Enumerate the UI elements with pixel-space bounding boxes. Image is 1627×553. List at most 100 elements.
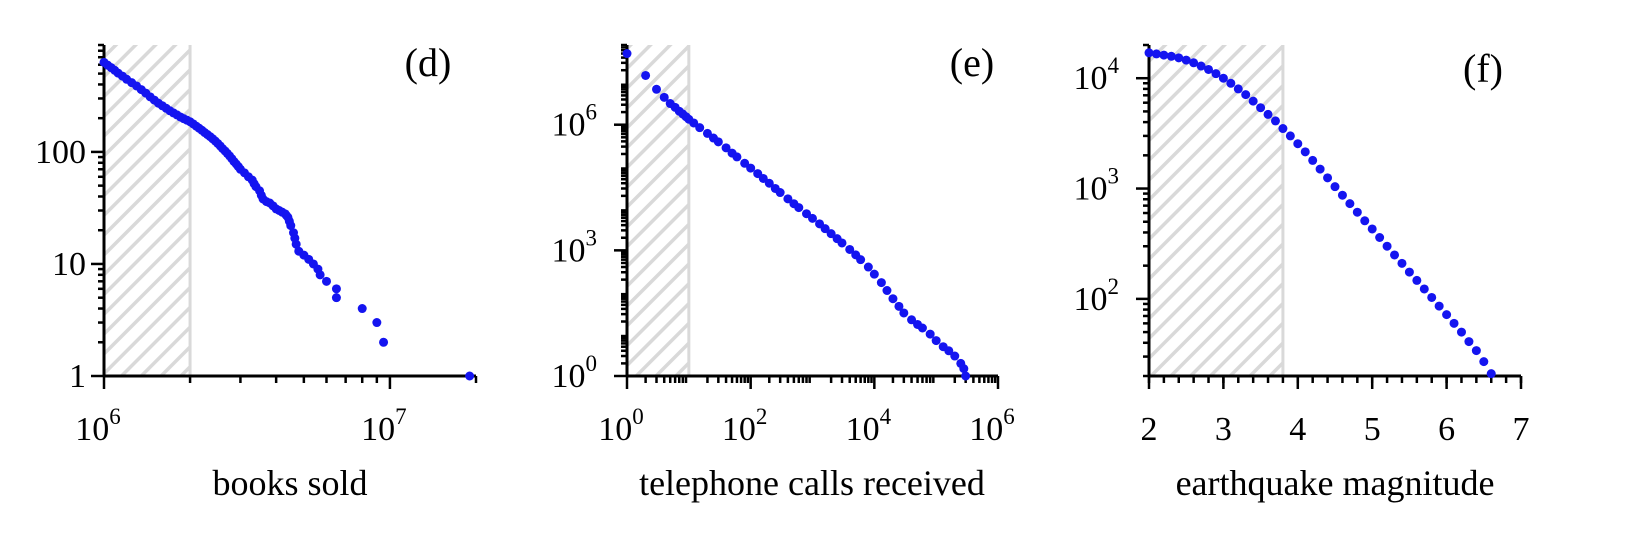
data-point xyxy=(1256,103,1266,113)
tick-base: 10 xyxy=(552,232,586,269)
data-point xyxy=(1144,48,1154,58)
tick-exponent: 4 xyxy=(1108,53,1120,78)
y-tick-label: 10 xyxy=(52,246,86,283)
data-point xyxy=(1248,96,1258,106)
data-point xyxy=(331,284,341,294)
data-point xyxy=(888,294,898,304)
data-point xyxy=(315,270,325,280)
tick-base: 10 xyxy=(846,411,880,448)
data-point xyxy=(1442,310,1452,320)
tick-exponent: 2 xyxy=(1108,274,1120,299)
data-point xyxy=(950,351,960,361)
y-tick-label: 102 xyxy=(1074,274,1120,318)
panel-label: (f) xyxy=(1463,46,1503,91)
data-point xyxy=(1464,337,1474,347)
x-tick-label: 3 xyxy=(1215,411,1232,448)
x-axis-title: books sold xyxy=(212,463,367,503)
data-point xyxy=(775,188,785,198)
data-point xyxy=(331,293,341,303)
data-point xyxy=(882,286,892,296)
data-point xyxy=(695,123,705,133)
data-point xyxy=(1278,124,1288,134)
data-point xyxy=(1419,284,1429,294)
tick-base: 10 xyxy=(722,411,756,448)
tick-exponent: 6 xyxy=(586,100,598,125)
tick-base: 10 xyxy=(1074,171,1108,208)
tick-base: 10 xyxy=(552,107,586,144)
x-tick-label: 106 xyxy=(75,404,121,448)
data-point xyxy=(1337,190,1347,200)
data-point xyxy=(652,84,662,94)
tick-exponent: 6 xyxy=(1003,404,1015,429)
x-tick-label: 4 xyxy=(1289,411,1306,448)
tick-exponent: 0 xyxy=(586,351,598,376)
tick-exponent: 0 xyxy=(632,404,644,429)
data-point xyxy=(1270,116,1280,126)
tick-exponent: 4 xyxy=(880,404,892,429)
tick-exponent: 7 xyxy=(395,404,407,429)
data-point xyxy=(1300,147,1310,157)
data-point xyxy=(869,269,879,279)
x-tick-label: 104 xyxy=(846,404,892,448)
tick-base: 10 xyxy=(361,411,395,448)
data-point xyxy=(291,239,301,249)
data-point xyxy=(1159,50,1169,60)
data-point xyxy=(1189,58,1199,68)
x-tick-label: 100 xyxy=(598,404,644,448)
shaded-region xyxy=(1149,45,1283,376)
data-point xyxy=(1382,241,1392,251)
data-point xyxy=(899,308,909,318)
x-tick-label: 106 xyxy=(969,404,1015,448)
data-point xyxy=(925,329,935,339)
data-point xyxy=(1486,369,1496,379)
data-point xyxy=(944,346,954,356)
data-point xyxy=(758,173,768,183)
data-point xyxy=(1471,346,1481,356)
data-point xyxy=(1367,224,1377,234)
x-tick-label: 6 xyxy=(1438,411,1455,448)
y-tick-label: 1 xyxy=(69,358,86,395)
data-point xyxy=(1166,51,1176,61)
data-point xyxy=(1204,64,1214,74)
tick-exponent: 3 xyxy=(586,225,598,250)
data-point xyxy=(1404,267,1414,277)
x-axis-title: telephone calls received xyxy=(639,463,985,503)
data-point xyxy=(845,244,855,254)
data-point xyxy=(357,304,367,314)
data-point xyxy=(641,70,651,80)
data-point xyxy=(783,194,793,204)
data-point xyxy=(959,364,969,374)
data-point xyxy=(465,371,475,381)
data-point xyxy=(1323,173,1333,183)
data-point xyxy=(1479,357,1489,367)
data-point xyxy=(1218,73,1228,83)
data-point xyxy=(856,255,866,265)
data-point xyxy=(1181,55,1191,65)
panel-label: (d) xyxy=(405,40,452,85)
data-point xyxy=(659,92,669,102)
data-point xyxy=(1226,78,1236,88)
data-point xyxy=(894,301,904,311)
tick-exponent: 6 xyxy=(109,404,121,429)
data-point xyxy=(1412,275,1422,285)
data-point xyxy=(286,221,296,231)
data-point xyxy=(1456,327,1466,337)
tick-base: 10 xyxy=(1074,60,1108,97)
data-point xyxy=(1427,292,1437,302)
data-point xyxy=(1211,69,1221,79)
data-point xyxy=(820,224,830,234)
data-point xyxy=(1174,53,1184,63)
data-point xyxy=(372,318,382,328)
data-point xyxy=(826,229,836,239)
data-point xyxy=(1151,49,1161,59)
data-point xyxy=(732,152,742,162)
tick-base: 10 xyxy=(552,358,586,395)
data-point xyxy=(1397,258,1407,268)
data-point xyxy=(1315,164,1325,174)
x-tick-label: 5 xyxy=(1364,411,1381,448)
tick-base: 10 xyxy=(598,411,632,448)
shaded-region xyxy=(627,45,689,376)
